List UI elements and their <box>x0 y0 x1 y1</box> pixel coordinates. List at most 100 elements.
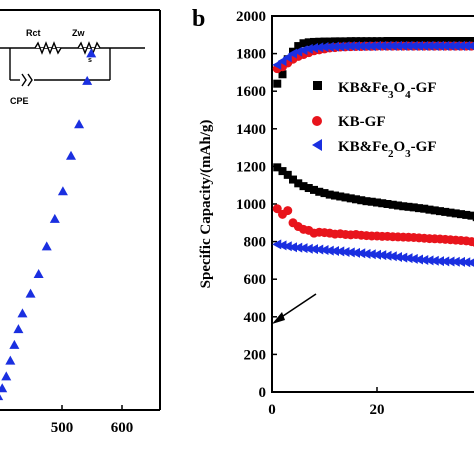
panel-b-data-point-series-2 <box>282 52 292 63</box>
panel-b-data-point-series-2 <box>340 41 350 52</box>
panel-b-data-point-series-0 <box>336 37 345 46</box>
panel-b-data-point-series-0 <box>436 37 444 46</box>
panel-b-data-point-series-0 <box>394 37 402 46</box>
panel-b-ytick-label: 1600 <box>236 84 266 100</box>
panel-b-data-point-series-5 <box>456 256 465 267</box>
panel-b-data-point-series-5 <box>466 258 474 267</box>
legend: KB&Fe3O4-GF KB-GF KB&Fe2O3-GF <box>312 80 437 160</box>
panel-b-data-point-series-0 <box>425 37 434 46</box>
legend-part: O <box>394 139 406 155</box>
panel-b-data-point-series-5 <box>435 256 444 267</box>
warburg-zw <box>77 41 101 55</box>
panel-b-data-point-series-5 <box>324 245 334 256</box>
panel-b-data-point-series-5 <box>361 248 371 259</box>
panel-b-data-point-series-0 <box>388 37 397 46</box>
panel-b-data-point-series-2 <box>393 40 402 51</box>
panel-a-data-point <box>9 339 20 349</box>
panel-b-data-point-series-3 <box>289 175 297 184</box>
panel-b-data-point-series-0 <box>357 37 366 46</box>
panel-b-data-point-series-3 <box>352 195 360 204</box>
panel-b-data-point-series-0 <box>341 37 350 46</box>
panel-b-ytick-label: 400 <box>244 310 267 326</box>
panel-b-data-point-series-2 <box>435 40 444 51</box>
panel-a-data-point <box>82 75 93 85</box>
panel-b-data-point-series-3 <box>320 189 329 198</box>
panel-a-xtick-label-600: 600 <box>111 420 134 436</box>
panel-b-data-point-series-0 <box>346 37 355 46</box>
panel-b-ytick-label: 1800 <box>236 47 266 63</box>
panel-b-data-point-series-3 <box>436 207 444 216</box>
panel-b-data-point-series-2 <box>303 43 313 54</box>
panel-b-data-point-series-0 <box>367 37 376 46</box>
panel-b-data-point-series-0 <box>409 37 418 46</box>
panel-b-data-point-series-5 <box>277 240 287 251</box>
panel-b-data-point-series-3 <box>373 198 381 207</box>
panel-b-data-point-series-5 <box>429 255 439 266</box>
panel-b-ytick-label: 200 <box>244 347 267 363</box>
panel-b-data-point-series-2 <box>440 40 450 51</box>
panel-b-data-point-series-3 <box>346 194 355 203</box>
panel-b-data-point-series-0 <box>383 37 392 46</box>
panel-b-data-point-series-3 <box>315 187 324 196</box>
panel-b-data-point-series-2 <box>408 40 418 51</box>
panel-b-data-point-series-5 <box>282 241 292 252</box>
panel-a-data-point <box>17 308 28 318</box>
panel-b-data-point-series-2 <box>277 56 287 67</box>
panel-b-data-point-series-3 <box>310 185 318 194</box>
panel-b-data-point-series-2 <box>429 40 439 51</box>
panel-b-data-point-series-2 <box>466 41 474 51</box>
panel-b-data-point-series-5 <box>298 243 308 254</box>
panel-b-label: b <box>192 6 205 32</box>
legend-marker-kb-fe3o4-gf <box>313 81 322 90</box>
cpe-element <box>21 73 33 87</box>
panel-b-data-point-series-3 <box>472 213 474 222</box>
panel-b-data-point-series-3 <box>404 202 413 211</box>
panel-b-data-point-series-0 <box>310 37 318 46</box>
panel-b-data-point-series-3 <box>441 207 450 216</box>
panel-b-data-point-series-5 <box>387 251 397 262</box>
panel-b-data-point-series-0 <box>294 42 303 51</box>
panel-b-data-point-series-5 <box>398 252 408 263</box>
panel-b-ytick-label: 800 <box>244 235 267 251</box>
panel-b-data-point-series-2 <box>366 41 376 52</box>
legend-marker-kb-fe2o3-gf <box>312 139 322 151</box>
panel-b-data-point-series-0 <box>273 79 282 88</box>
panel-b-data-point-series-2 <box>424 40 434 51</box>
panel-b-data-point-series-5 <box>408 253 418 264</box>
panel-b-data-point-series-4 <box>467 237 474 247</box>
panel-b-data-point-series-5 <box>461 257 471 268</box>
panel-a-data-point <box>66 150 76 160</box>
panel-b-data-point-series-5 <box>419 255 429 266</box>
panel-b-data-point-series-5 <box>393 252 402 263</box>
circuit-label-zw: Zw <box>72 28 85 38</box>
legend-part: KB&Fe <box>338 139 388 155</box>
panel-b-data-point-series-0 <box>325 37 334 46</box>
panel-b-data-point-series-3 <box>446 208 455 217</box>
panel-b-data-point-series-5 <box>414 254 423 265</box>
panel-b-ytick-label: 0 <box>259 385 267 401</box>
panel-b-data-point-series-5 <box>445 256 455 267</box>
panel-b-data-point-series-3 <box>357 196 366 205</box>
panel-b-data-point-series-2 <box>372 40 381 51</box>
panel-a-xtick-label-500: 500 <box>51 420 74 436</box>
panel-b-data-point-series-0 <box>373 37 381 46</box>
panel-b-data-point-series-0 <box>446 37 455 46</box>
panel-b-data-point-series-0 <box>304 38 313 47</box>
panel-b-data-point-series-2 <box>377 40 387 51</box>
panel-b: b 0200400600800100012001400160018002000 … <box>192 6 474 418</box>
panel-b-data-point-series-3 <box>425 205 434 214</box>
panel-b-data-point-series-3 <box>304 184 313 193</box>
panel-a-data-point <box>74 119 85 129</box>
panel-b-data-point-series-2 <box>461 40 471 51</box>
panel-b-data-point-series-0 <box>399 37 408 46</box>
circuit-label-cpe: CPE <box>10 96 29 106</box>
panel-b-data-point-series-5 <box>303 243 313 254</box>
panel-b-data-point-series-2 <box>309 42 318 53</box>
panel-a-data-point <box>25 288 36 298</box>
panel-b-data-point-series-2 <box>351 41 360 52</box>
panel-b-data-point-series-3 <box>451 209 460 218</box>
panel-a-data-point <box>0 394 4 401</box>
panel-b-data-point-series-2 <box>445 40 455 51</box>
legend-part: KB&Fe <box>338 80 388 96</box>
panel-b-data-point-series-3 <box>294 179 303 188</box>
